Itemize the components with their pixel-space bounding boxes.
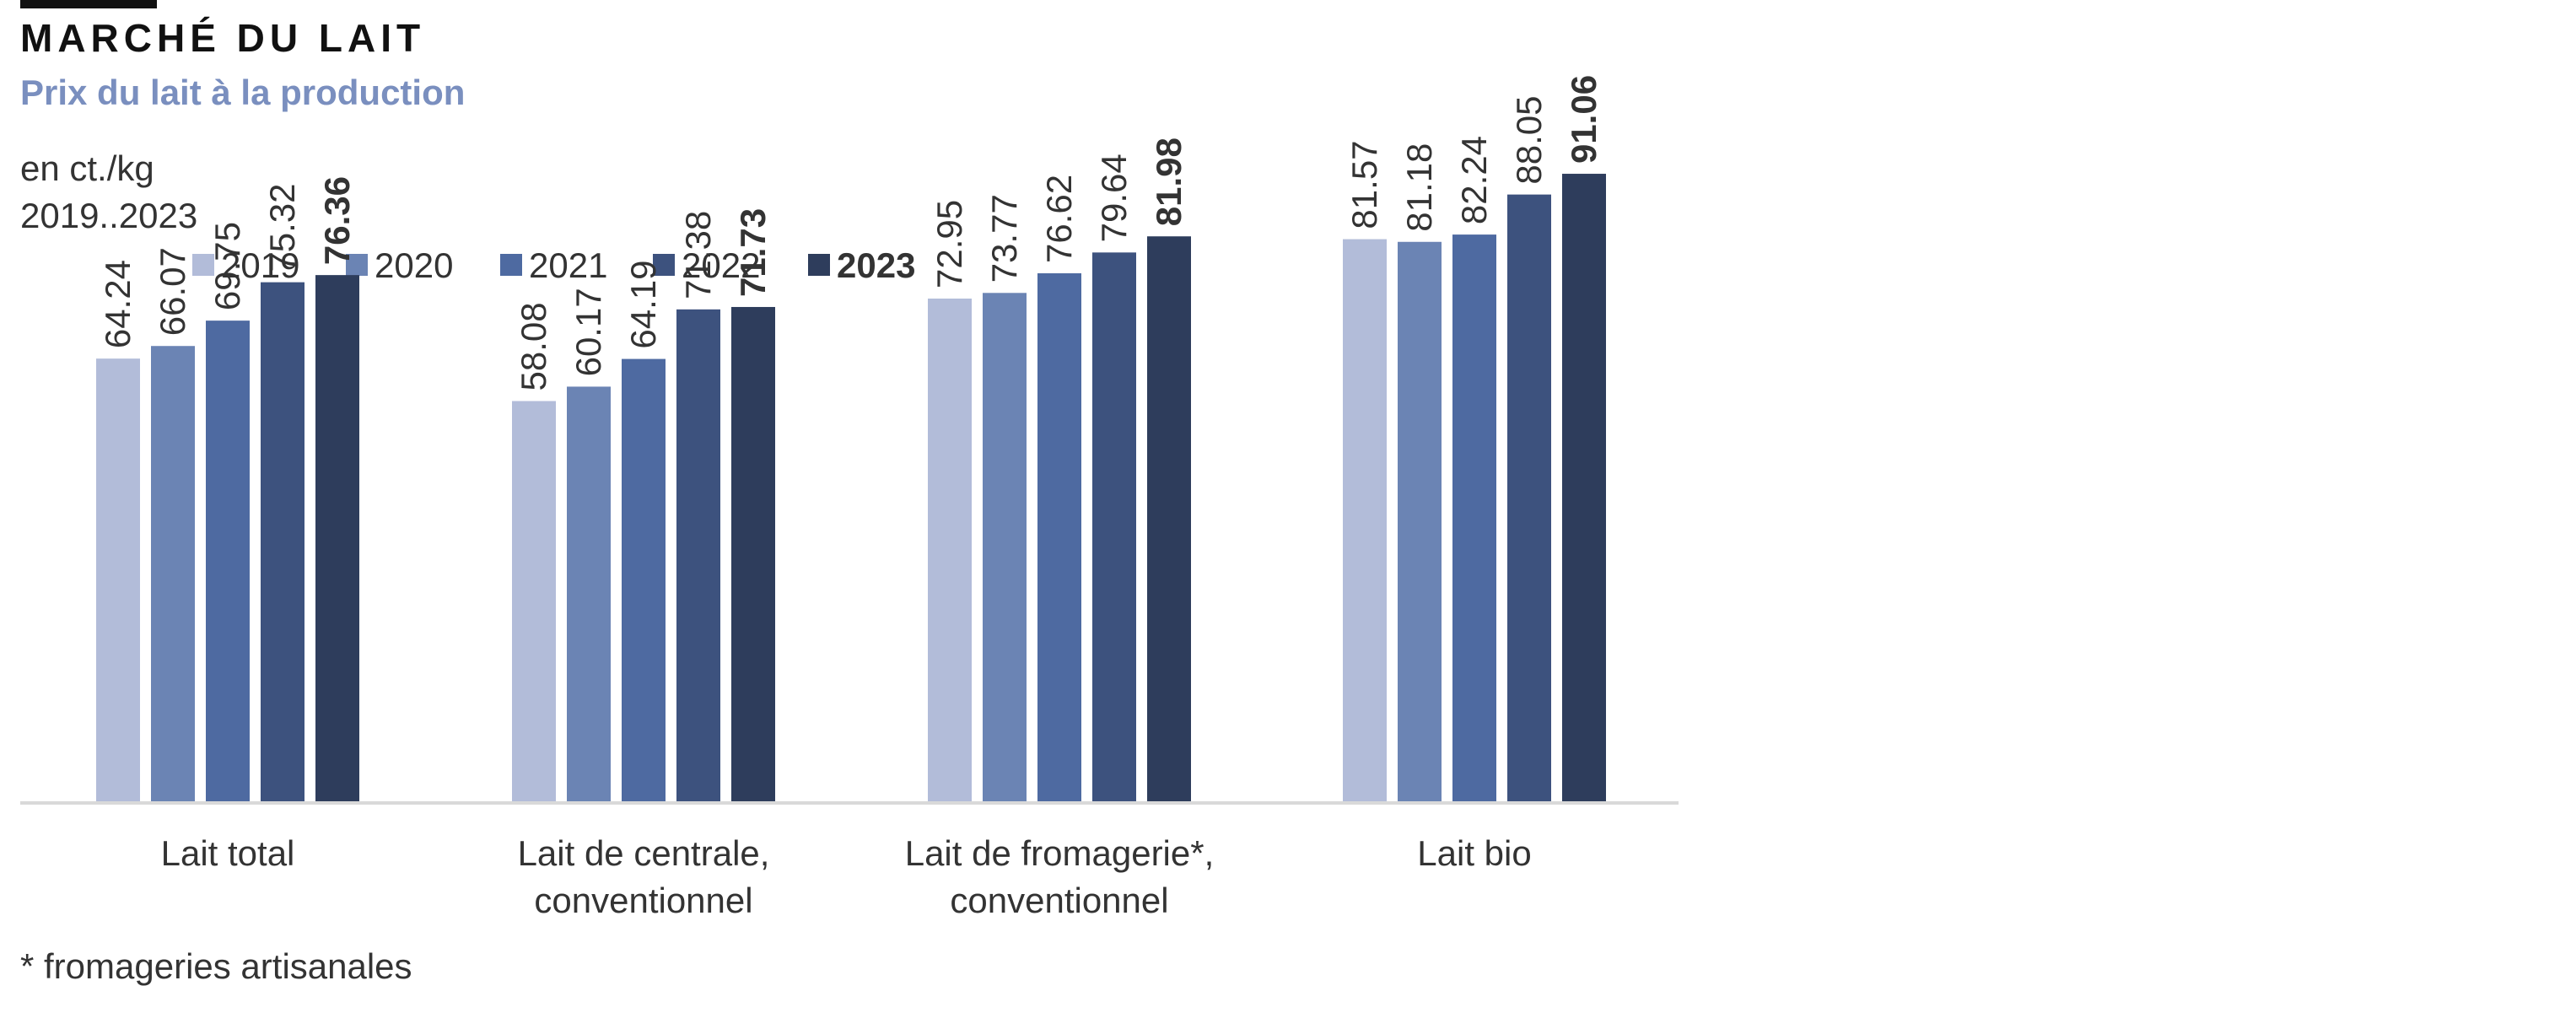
legend-label-2022: 2022 — [682, 245, 760, 285]
data-label-2020-3: 81.18 — [1399, 143, 1439, 232]
data-label-2021-2: 76.62 — [1039, 175, 1079, 263]
data-label-2021-1: 64.19 — [623, 260, 663, 348]
bar-2021-3 — [1452, 234, 1496, 801]
chart-bars — [96, 174, 1606, 802]
bar-2023-3 — [1562, 174, 1606, 801]
bar-2022-3 — [1507, 194, 1551, 802]
bar-2020-1 — [567, 386, 611, 801]
data-label-2022-2: 79.64 — [1094, 154, 1134, 242]
legend-label-2023: 2023 — [837, 245, 915, 285]
chart-legend: 2019 2020 2021 2022 2023 — [192, 245, 915, 285]
data-label-2020-1: 60.17 — [569, 288, 608, 376]
x-tick-label-1-0: Lait de centrale, — [518, 833, 770, 873]
bar-2023-0 — [315, 275, 359, 801]
legend-label-2019: 2019 — [221, 245, 299, 285]
bar-2021-0 — [206, 321, 250, 802]
data-label-2022-3: 88.05 — [1509, 96, 1549, 185]
data-label-2020-2: 73.77 — [984, 194, 1024, 283]
data-label-2022-0: 75.32 — [262, 184, 302, 272]
bar-2019-1 — [512, 401, 556, 801]
bar-2020-0 — [151, 346, 195, 801]
data-label-2019-2: 72.95 — [930, 200, 969, 288]
data-label-2022-1: 71.38 — [678, 211, 718, 299]
data-label-2023-2: 81.98 — [1149, 137, 1188, 226]
data-label-2023-3: 91.06 — [1564, 75, 1603, 164]
legend-swatch-2021 — [500, 254, 522, 276]
bar-2021-1 — [622, 358, 666, 801]
bar-2019-2 — [928, 298, 972, 801]
bar-2019-3 — [1343, 239, 1387, 801]
data-label-2023-0: 76.36 — [317, 176, 357, 265]
x-tick-label-3-0: Lait bio — [1417, 833, 1531, 873]
bar-2020-3 — [1398, 241, 1442, 801]
data-label-2021-3: 82.24 — [1454, 136, 1494, 224]
bar-2020-2 — [983, 293, 1027, 802]
chart-data-labels: 64.24 66.07 69.75 75.32 76.36 58.08 60.17 64.19… — [98, 75, 1603, 391]
data-label-2019-0: 64.24 — [98, 260, 137, 348]
bar-2022-2 — [1092, 252, 1136, 801]
x-axis-tick-labels: Lait total Lait de centrale, conventionnel… — [161, 833, 1532, 920]
bar-2019-0 — [96, 358, 140, 802]
footnote: * fromageries artisanales — [20, 946, 412, 986]
bar-2023-1 — [731, 306, 775, 801]
legend-swatch-2022 — [653, 254, 675, 276]
x-tick-label-2-0: Lait de fromagerie*, — [905, 833, 1215, 873]
bar-2022-0 — [261, 282, 304, 801]
data-label-2019-3: 81.57 — [1345, 140, 1384, 229]
x-tick-label-0-0: Lait total — [161, 833, 295, 873]
legend-swatch-2020 — [346, 254, 368, 276]
title-accent-bar — [20, 0, 157, 8]
bar-2022-1 — [676, 309, 720, 801]
legend-swatch-2019 — [192, 254, 214, 276]
data-label-2023-1: 71.73 — [733, 208, 773, 297]
page-title: MARCHÉ DU LAIT — [20, 16, 426, 60]
unit-label: en ct./kg — [20, 148, 154, 188]
bar-2021-2 — [1037, 273, 1081, 801]
data-label-2019-1: 58.08 — [514, 302, 553, 391]
legend-swatch-2023 — [808, 254, 830, 276]
legend-label-2021: 2021 — [529, 245, 607, 285]
period-label: 2019..2023 — [20, 196, 198, 235]
page-subtitle: Prix du lait à la production — [20, 73, 466, 112]
legend-label-2020: 2020 — [375, 245, 453, 285]
data-label-2020-0: 66.07 — [153, 247, 192, 336]
bar-2023-2 — [1147, 236, 1191, 801]
x-tick-label-1-1: conventionnel — [534, 881, 752, 920]
data-label-2021-0: 69.75 — [207, 222, 247, 310]
x-tick-label-2-1: conventionnel — [950, 881, 1168, 920]
